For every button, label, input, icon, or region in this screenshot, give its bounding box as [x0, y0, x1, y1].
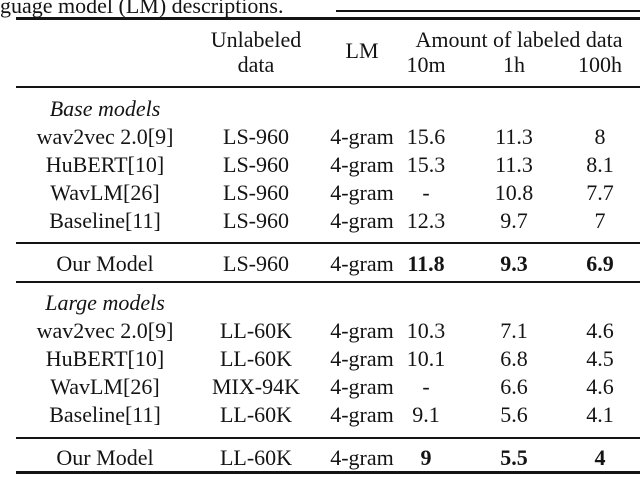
unlabeled-data-cell: LL-60K: [219, 445, 293, 470]
table-top-rule: [16, 17, 640, 20]
wer-1h-cell: 6.6: [500, 374, 528, 399]
lm-cell: 4-gram: [330, 445, 394, 470]
lm-cell: 4-gram: [330, 124, 394, 149]
wer-100h-cell: 8: [594, 124, 606, 149]
table-row: Baseline[11] LL-60K 4-gram 9.1 5.6 4.1: [0, 401, 640, 429]
wer-1h-cell: 9.3: [500, 251, 528, 276]
base-our-top-rule: [16, 242, 640, 244]
lm-cell: 4-gram: [330, 152, 394, 177]
model-cell: WavLM[26]: [50, 180, 160, 205]
unlabeled-data-cell: LL-60K: [219, 318, 293, 343]
wer-100h-cell: 7.7: [586, 180, 614, 205]
wer-100h-cell: 4.6: [586, 374, 614, 399]
wer-100h-cell: 4: [594, 445, 606, 470]
section-label-row: Base models: [0, 95, 640, 123]
lm-cell: 4-gram: [330, 318, 394, 343]
table-bottom-rule: [16, 471, 640, 474]
header-unlabeled-line1: Unlabeled: [210, 27, 302, 52]
wer-100h-cell: 8.1: [586, 152, 614, 177]
wer-1h-cell: 9.7: [500, 208, 528, 233]
model-cell: HuBERT[10]: [45, 152, 165, 177]
header-1h: 1h: [503, 52, 525, 77]
lm-cell: 4-gram: [330, 374, 394, 399]
unlabeled-data-cell: LS-960: [223, 180, 289, 205]
table-caption-fragment: guage model (LM) descriptions.: [0, 0, 284, 18]
wer-10m-cell: 9.1: [412, 402, 440, 427]
our-model-row: Our Model LL-60K 4-gram 9 5.5 4: [0, 444, 640, 472]
wer-1h-cell: 5.5: [500, 445, 528, 470]
header-10m: 10m: [406, 52, 446, 77]
wer-100h-cell: 4.6: [586, 318, 614, 343]
table-row: wav2vec 2.0[9] LL-60K 4-gram 10.3 7.1 4.…: [0, 317, 640, 345]
header-100h: 100h: [578, 52, 622, 77]
table-row: wav2vec 2.0[9] LS-960 4-gram 15.6 11.3 8: [0, 123, 640, 151]
table-row: HuBERT[10] LS-960 4-gram 15.3 11.3 8.1: [0, 151, 640, 179]
wer-10m-cell: 9: [420, 445, 432, 470]
wer-10m-cell: 11.8: [407, 251, 445, 276]
wer-100h-cell: 4.5: [586, 346, 614, 371]
unlabeled-data-cell: MIX-94K: [212, 374, 300, 399]
model-cell: HuBERT[10]: [45, 346, 165, 371]
model-cell: wav2vec 2.0[9]: [36, 124, 174, 149]
lm-cell: 4-gram: [330, 180, 394, 205]
header-unlabeled-line2: data: [237, 52, 275, 77]
table-row: WavLM[26] MIX-94K 4-gram - 6.6 4.6: [0, 373, 640, 401]
model-cell: wav2vec 2.0[9]: [36, 318, 174, 343]
model-cell: Our Model: [56, 445, 154, 470]
unlabeled-data-cell: LS-960: [223, 208, 289, 233]
large-our-top-rule: [16, 437, 640, 439]
table-row: Baseline[11] LS-960 4-gram 12.3 9.7 7: [0, 207, 640, 235]
wer-10m-cell: 10.1: [406, 346, 446, 371]
wer-1h-cell: 7.1: [500, 318, 528, 343]
table-row: HuBERT[10] LL-60K 4-gram 10.1 6.8 4.5: [0, 345, 640, 373]
wer-1h-cell: 11.3: [495, 124, 533, 149]
unlabeled-data-cell: LL-60K: [219, 402, 293, 427]
wer-100h-cell: 6.9: [586, 251, 614, 276]
model-cell: Baseline[11]: [49, 208, 161, 233]
unlabeled-data-cell: LS-960: [223, 152, 289, 177]
lm-cell: 4-gram: [330, 402, 394, 427]
model-cell: WavLM[26]: [50, 374, 160, 399]
unlabeled-data-cell: LS-960: [223, 124, 289, 149]
lm-cell: 4-gram: [330, 208, 394, 233]
wer-10m-cell: -: [422, 180, 430, 205]
section-label-row: Large models: [0, 289, 640, 317]
header-lm: LM: [345, 38, 379, 63]
wer-100h-cell: 7: [594, 208, 606, 233]
table-row: WavLM[26] LS-960 4-gram - 10.8 7.7: [0, 179, 640, 207]
wer-10m-cell: 10.3: [406, 318, 446, 343]
lm-cell: 4-gram: [330, 346, 394, 371]
wer-1h-cell: 5.6: [500, 402, 528, 427]
wer-1h-cell: 10.8: [494, 180, 534, 205]
wer-10m-cell: 12.3: [406, 208, 446, 233]
model-cell: Our Model: [56, 251, 154, 276]
our-model-row: Our Model LS-960 4-gram 11.8 9.3 6.9: [0, 250, 640, 278]
lm-cell: 4-gram: [330, 251, 394, 276]
wer-10m-cell: 15.3: [406, 152, 446, 177]
model-cell: Baseline[11]: [49, 402, 161, 427]
wer-10m-cell: -: [422, 374, 430, 399]
section-label: Large models: [45, 290, 165, 315]
base-our-bottom-rule: [16, 281, 640, 283]
wer-100h-cell: 4.1: [586, 402, 614, 427]
wer-1h-cell: 11.3: [495, 152, 533, 177]
section-label: Base models: [49, 96, 161, 121]
unlabeled-data-cell: LL-60K: [219, 346, 293, 371]
wer-10m-cell: 15.6: [406, 124, 446, 149]
wer-1h-cell: 6.8: [500, 346, 528, 371]
caption-filler-rule: [336, 10, 640, 12]
header-bottom-rule: [16, 86, 640, 88]
header-amount-group: Amount of labeled data: [415, 27, 623, 52]
unlabeled-data-cell: LS-960: [223, 251, 289, 276]
